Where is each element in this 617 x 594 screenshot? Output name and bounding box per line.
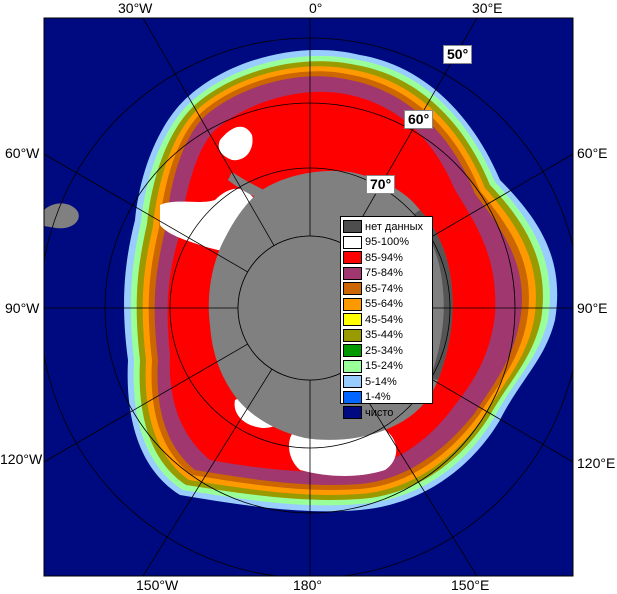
legend-swatch (343, 344, 362, 358)
legend-label: 5-14% (365, 375, 397, 388)
legend-swatch (343, 282, 362, 296)
legend-label: 15-24% (365, 360, 403, 373)
lon-label-left-120w: 120°W (0, 451, 43, 467)
lat-label-60: 60° (404, 110, 434, 129)
legend-swatch (343, 235, 362, 249)
legend-swatch (343, 266, 362, 280)
lon-label-right-90e: 90°E (577, 300, 608, 316)
legend-item: чисто (343, 405, 432, 421)
legend-label: нет данных (365, 220, 424, 233)
legend-swatch (343, 313, 362, 327)
legend-label: 25-34% (365, 344, 403, 357)
legend-item: 75-84% (343, 266, 432, 282)
legend-item: 35-44% (343, 328, 432, 344)
legend-label: 55-64% (365, 298, 403, 311)
lon-label-top-30e: 30°E (472, 0, 503, 16)
legend-label: 75-84% (365, 267, 403, 280)
legend-label: 65-74% (365, 282, 403, 295)
legend-label: чисто (365, 406, 394, 419)
legend-item: 65-74% (343, 281, 432, 297)
legend-item: нет данных (343, 219, 432, 235)
legend-label: 45-54% (365, 313, 403, 326)
lat-label-50: 50° (443, 45, 473, 64)
legend-swatch (343, 297, 362, 311)
legend-swatch (343, 390, 362, 404)
legend-label: 95-100% (365, 236, 410, 249)
legend-label: 85-94% (365, 251, 403, 264)
legend-item: 95-100% (343, 235, 432, 251)
concentration-legend: нет данных 95-100% 85-94% 75-84% 65-74% 55-64… (340, 216, 433, 420)
lon-label-right-120e: 120°E (577, 455, 616, 471)
legend-swatch (343, 359, 362, 373)
legend-swatch (343, 406, 362, 420)
lon-label-left-90w: 90°W (5, 300, 40, 316)
legend-item: 5-14% (343, 374, 432, 390)
legend-swatch (343, 251, 362, 265)
no-data-fringe (414, 210, 453, 380)
legend-item: 15-24% (343, 359, 432, 375)
legend-swatch (343, 220, 362, 234)
legend-item: 25-34% (343, 343, 432, 359)
legend-label: 1-4% (365, 391, 391, 404)
legend-swatch (343, 375, 362, 389)
ice-patch-weddell-north (218, 126, 253, 161)
lon-label-top-0: 0° (309, 0, 323, 16)
legend-item: 85-94% (343, 250, 432, 266)
legend-item: 55-64% (343, 297, 432, 313)
lon-label-top-30w: 30°W (118, 0, 153, 16)
legend-label: 35-44% (365, 329, 403, 342)
lon-label-left-60w: 60°W (5, 145, 40, 161)
legend-swatch (343, 328, 362, 342)
legend-item: 1-4% (343, 390, 432, 406)
lon-label-right-60e: 60°E (577, 145, 608, 161)
lat-label-70: 70° (366, 175, 396, 194)
lon-label-bottom-150e: 150°E (451, 577, 490, 593)
map-border (43, 17, 574, 577)
south-america-land (44, 203, 79, 229)
lon-label-bottom-180: 180° (293, 577, 322, 593)
legend-item: 45-54% (343, 312, 432, 328)
antarctic-peninsula (228, 172, 268, 200)
lon-label-bottom-150w: 150°W (136, 577, 179, 593)
